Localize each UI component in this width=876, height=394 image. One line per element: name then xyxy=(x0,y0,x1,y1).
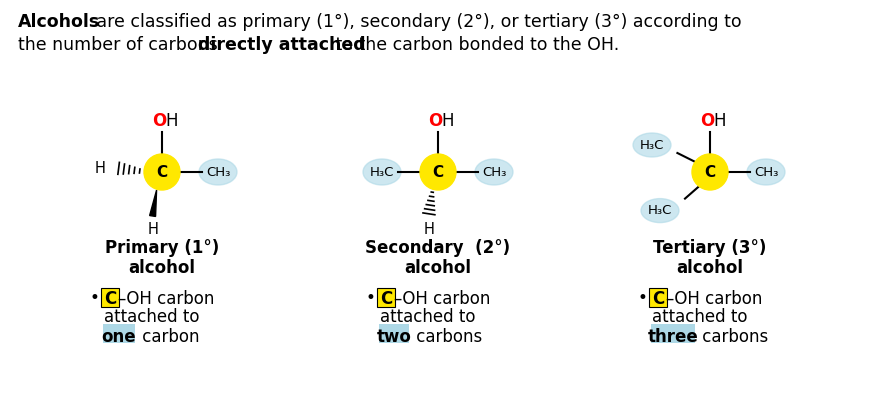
Text: CH₃: CH₃ xyxy=(482,165,506,178)
Text: C: C xyxy=(704,165,716,180)
Ellipse shape xyxy=(641,199,679,223)
Text: H₃C: H₃C xyxy=(648,204,672,217)
Text: C: C xyxy=(380,290,392,308)
Text: H₃C: H₃C xyxy=(370,165,394,178)
Text: C: C xyxy=(104,290,117,308)
Text: •: • xyxy=(366,289,376,307)
Ellipse shape xyxy=(747,159,785,185)
Circle shape xyxy=(692,154,728,190)
Text: carbons: carbons xyxy=(411,328,483,346)
FancyBboxPatch shape xyxy=(377,288,395,307)
Text: two: two xyxy=(377,328,412,346)
Text: O: O xyxy=(427,112,442,130)
Text: one: one xyxy=(102,328,137,346)
Text: attached to: attached to xyxy=(380,308,476,326)
Text: directly attached: directly attached xyxy=(198,36,365,54)
Text: carbons: carbons xyxy=(697,328,768,346)
Text: CH₃: CH₃ xyxy=(754,165,778,178)
Text: to the carbon bonded to the OH.: to the carbon bonded to the OH. xyxy=(330,36,619,54)
Text: alcohol: alcohol xyxy=(676,259,744,277)
Text: –OH carbon: –OH carbon xyxy=(118,290,215,308)
FancyBboxPatch shape xyxy=(103,324,135,343)
Ellipse shape xyxy=(633,133,671,157)
Text: the number of carbons: the number of carbons xyxy=(18,36,223,54)
Polygon shape xyxy=(150,190,157,216)
Ellipse shape xyxy=(199,159,237,185)
Text: H: H xyxy=(714,112,726,130)
Text: –OH carbon: –OH carbon xyxy=(666,290,762,308)
FancyBboxPatch shape xyxy=(379,324,409,343)
Text: H: H xyxy=(95,160,106,175)
Text: H₃C: H₃C xyxy=(639,139,664,152)
Text: –OH carbon: –OH carbon xyxy=(394,290,491,308)
Text: three: three xyxy=(647,328,698,346)
Text: H: H xyxy=(166,112,178,130)
Ellipse shape xyxy=(363,159,401,185)
Text: Secondary  (2°): Secondary (2°) xyxy=(365,239,511,257)
Text: Tertiary (3°): Tertiary (3°) xyxy=(653,239,766,257)
Text: CH₃: CH₃ xyxy=(206,165,230,178)
Text: carbon: carbon xyxy=(137,328,200,346)
Text: are classified as primary (1°), secondary (2°), or tertiary (3°) according to: are classified as primary (1°), secondar… xyxy=(91,13,742,31)
Text: C: C xyxy=(652,290,664,308)
Text: H: H xyxy=(147,222,158,237)
Text: Primary (1°): Primary (1°) xyxy=(105,239,219,257)
FancyBboxPatch shape xyxy=(649,288,667,307)
Text: C: C xyxy=(157,165,167,180)
Text: attached to: attached to xyxy=(104,308,200,326)
Circle shape xyxy=(420,154,456,190)
Text: •: • xyxy=(90,289,100,307)
Circle shape xyxy=(144,154,180,190)
Text: O: O xyxy=(152,112,166,130)
Text: H: H xyxy=(423,222,434,237)
Text: C: C xyxy=(433,165,443,180)
Text: •: • xyxy=(638,289,648,307)
Text: alcohol: alcohol xyxy=(129,259,195,277)
Ellipse shape xyxy=(475,159,513,185)
FancyBboxPatch shape xyxy=(651,324,695,343)
Text: attached to: attached to xyxy=(652,308,747,326)
Text: O: O xyxy=(700,112,714,130)
Text: alcohol: alcohol xyxy=(405,259,471,277)
FancyBboxPatch shape xyxy=(101,288,119,307)
Text: H: H xyxy=(442,112,455,130)
Text: Alcohols: Alcohols xyxy=(18,13,100,31)
